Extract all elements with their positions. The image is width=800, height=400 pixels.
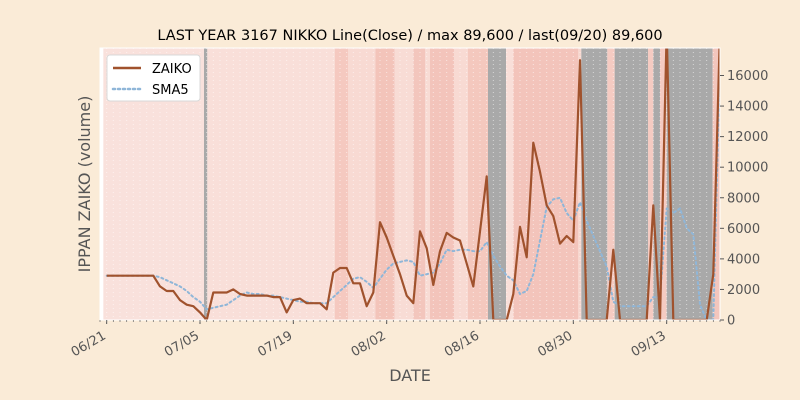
series-layer — [105, 48, 720, 320]
y-tick-label: 4000 — [727, 252, 760, 267]
y-axis-label: IPPAN ZAIKO (volume) — [75, 96, 94, 273]
background-band — [394, 48, 414, 320]
legend-label-sma5: SMA5 — [152, 83, 189, 98]
y-tick-label: 6000 — [727, 222, 760, 237]
legend-label-zaiko: ZAIKO — [152, 62, 192, 77]
background-band — [607, 48, 615, 320]
series-line-zaiko — [106, 48, 720, 320]
background-band — [430, 48, 454, 320]
y-tick-label: 8000 — [727, 191, 760, 206]
background-band — [375, 48, 395, 320]
y-tick-label: 14000 — [727, 100, 768, 115]
y-tick-label: 0 — [727, 314, 735, 329]
y-tick-label: 12000 — [727, 130, 768, 145]
x-axis-label: DATE — [389, 366, 431, 385]
background-band — [513, 48, 578, 320]
grid-lines — [100, 48, 720, 320]
background-band — [334, 48, 348, 320]
y-tick-label: 2000 — [727, 283, 760, 298]
background-band — [204, 48, 208, 320]
background-band — [348, 48, 376, 320]
background-band — [653, 48, 660, 320]
legend: ZAIKO SMA5 — [106, 54, 201, 102]
y-tick-label: 10000 — [727, 161, 768, 176]
chart-title: LAST YEAR 3167 NIKKO Line(Close) / max 8… — [157, 28, 662, 44]
background-band — [425, 48, 430, 320]
y-tick-label: 16000 — [727, 69, 768, 84]
background-band — [648, 48, 654, 320]
background-band — [666, 48, 713, 320]
plot-frame — [99, 47, 721, 321]
background-band — [506, 48, 514, 320]
background-band — [413, 48, 426, 320]
background-band — [454, 48, 468, 320]
